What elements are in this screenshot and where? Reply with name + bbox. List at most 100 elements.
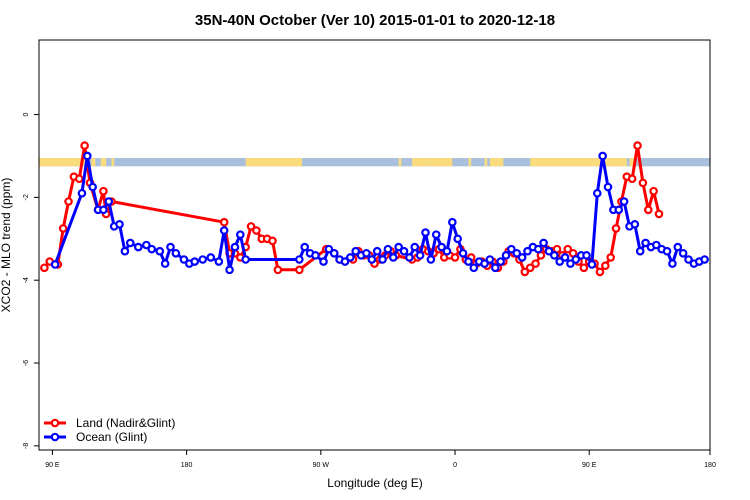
point-1-45 xyxy=(383,244,393,254)
point-0-24 xyxy=(295,265,304,275)
point-1-100 xyxy=(678,248,688,258)
legend-label-1: Ocean (Glint) xyxy=(76,430,147,444)
point-1-68 xyxy=(507,244,516,254)
point-1-78 xyxy=(560,253,570,262)
point-1-50 xyxy=(410,242,420,252)
y-tick-label-3: -6 xyxy=(23,360,30,366)
point-1-56 xyxy=(442,246,452,256)
x-axis: 90 E 180 90 W 0 90 E 180 xyxy=(45,450,716,469)
point-1-84 xyxy=(592,188,602,198)
point-1-29 xyxy=(295,255,304,264)
point-0-4 xyxy=(64,197,73,206)
land-segment-12 xyxy=(629,158,635,167)
point-1-1 xyxy=(77,188,87,198)
point-0-73 xyxy=(601,261,610,271)
y-tick-label-1: -2 xyxy=(23,194,30,200)
point-1-54 xyxy=(431,230,441,239)
point-0-10 xyxy=(99,186,108,196)
point-0-79 xyxy=(633,141,642,150)
point-1-104 xyxy=(700,255,709,264)
plot-frame xyxy=(38,39,711,451)
point-1-16 xyxy=(166,242,175,252)
point-0-18 xyxy=(246,222,256,231)
land-segment-4 xyxy=(245,158,303,167)
point-0-81 xyxy=(643,205,653,215)
point-1-44 xyxy=(378,255,387,264)
land-segment-7 xyxy=(428,158,453,167)
point-1-61 xyxy=(469,263,479,273)
point-1-59 xyxy=(458,248,468,258)
point-1-79 xyxy=(566,259,575,268)
legend: Land (Nadir&Glint)Ocean (Glint) xyxy=(44,416,175,444)
point-1-53 xyxy=(426,255,436,264)
x-tick-label-1: 180 xyxy=(181,462,193,469)
point-1-47 xyxy=(394,242,403,252)
x-tick-label-3: 0 xyxy=(453,462,457,469)
point-1-88 xyxy=(614,205,624,215)
point-1-95 xyxy=(652,240,661,250)
land-segment-1 xyxy=(91,158,96,167)
point-0-59 xyxy=(525,263,535,273)
point-1-37 xyxy=(340,257,350,266)
point-1-18 xyxy=(179,255,189,264)
y-tick-label-0: 0 xyxy=(23,112,30,116)
point-1-63 xyxy=(480,259,489,268)
point-1-67 xyxy=(501,251,511,260)
legend-item-0: Land (Nadir&Glint) xyxy=(44,416,175,430)
point-1-49 xyxy=(405,253,414,262)
point-1-38 xyxy=(346,253,355,262)
point-0-19 xyxy=(252,226,261,235)
point-0-22 xyxy=(268,236,277,246)
point-1-99 xyxy=(673,242,683,252)
point-1-20 xyxy=(190,257,199,266)
point-1-48 xyxy=(399,246,409,256)
point-1-98 xyxy=(668,259,677,268)
point-1-2 xyxy=(83,151,92,161)
legend-label-0: Land (Nadir&Glint) xyxy=(76,416,175,430)
point-0-13 xyxy=(219,217,229,227)
point-1-55 xyxy=(437,242,446,252)
point-1-57 xyxy=(448,217,457,227)
point-1-46 xyxy=(388,253,398,262)
point-0-80 xyxy=(638,178,648,188)
point-1-32 xyxy=(311,251,320,260)
point-1-86 xyxy=(603,182,613,192)
land-segment-6 xyxy=(412,158,429,167)
land-segment-0 xyxy=(39,158,90,167)
point-1-52 xyxy=(421,228,430,237)
point-1-30 xyxy=(300,242,310,252)
point-1-8 xyxy=(115,219,124,229)
point-1-13 xyxy=(147,244,157,254)
series-1 xyxy=(50,151,709,275)
point-0-6 xyxy=(74,174,84,184)
point-1-66 xyxy=(496,257,505,266)
point-0-45 xyxy=(450,253,460,262)
point-1-10 xyxy=(125,238,135,248)
point-0-60 xyxy=(531,259,540,268)
land-segment-11 xyxy=(530,158,627,167)
y-axis: 0 -2 -4 -6 -8 xyxy=(23,112,39,449)
point-1-12 xyxy=(142,240,151,250)
point-1-71 xyxy=(523,246,532,256)
land-segment-5 xyxy=(398,158,402,167)
x-tick-label-2: 90 W xyxy=(313,462,330,469)
point-1-5 xyxy=(99,205,108,215)
point-1-77 xyxy=(555,257,564,266)
point-1-33 xyxy=(319,257,328,266)
point-1-85 xyxy=(598,151,607,161)
point-1-15 xyxy=(160,259,170,268)
point-1-22 xyxy=(206,253,216,262)
point-0-23 xyxy=(273,265,283,275)
point-0-75 xyxy=(611,224,621,233)
point-1-65 xyxy=(490,263,500,273)
land-segment-10 xyxy=(489,158,504,167)
point-1-82 xyxy=(582,251,591,260)
legend-item-1: Ocean (Glint) xyxy=(44,430,147,444)
point-1-42 xyxy=(367,255,377,264)
point-1-75 xyxy=(544,246,554,256)
point-1-51 xyxy=(415,251,425,260)
point-1-0 xyxy=(50,260,60,269)
y-tick-label-4: -8 xyxy=(23,443,30,449)
point-1-11 xyxy=(134,242,143,252)
land-segment-9 xyxy=(484,158,488,167)
